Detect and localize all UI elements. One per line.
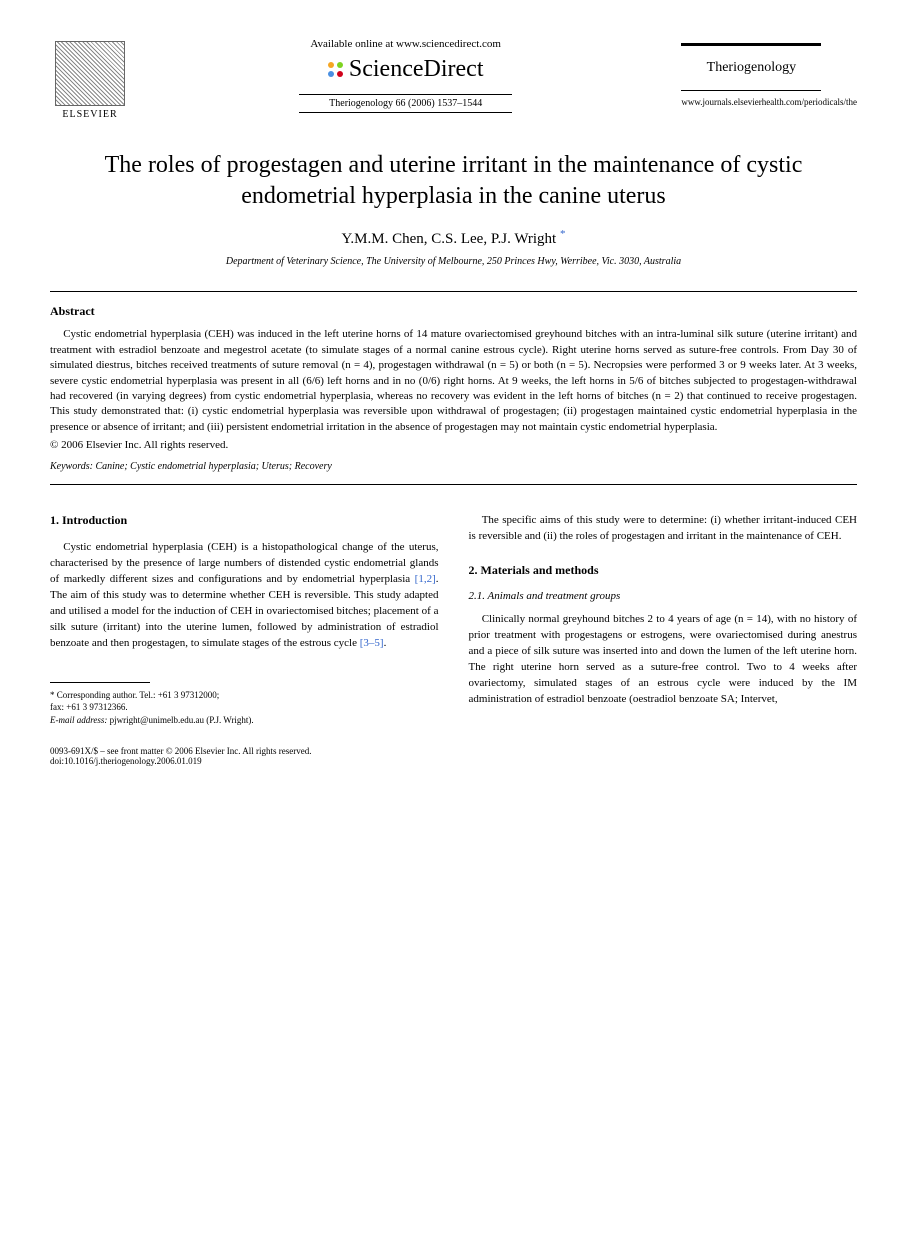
footer-doi: doi:10.1016/j.theriogenology.2006.01.019	[50, 756, 857, 766]
intro-paragraph-2: The specific aims of this study were to …	[469, 513, 858, 545]
two-column-body: 1. Introduction Cystic endometrial hyper…	[50, 513, 857, 726]
sciencedirect-logo: ScienceDirect	[130, 56, 681, 83]
keywords-line: Keywords: Canine; Cystic endometrial hyp…	[50, 461, 857, 472]
page-header: ELSEVIER Available online at www.science…	[50, 30, 857, 120]
footer-info: 0093-691X/$ – see front matter © 2006 El…	[50, 746, 857, 766]
footnote-divider	[50, 682, 150, 683]
ref-link-3-5[interactable]: [3–5]	[360, 637, 384, 649]
footer-issn: 0093-691X/$ – see front matter © 2006 El…	[50, 746, 857, 756]
intro-p1-text-c: .	[384, 637, 387, 649]
sd-dots-icon	[328, 62, 343, 77]
journal-reference: Theriogenology 66 (2006) 1537–1544	[299, 94, 512, 113]
authors-line: Y.M.M. Chen, C.S. Lee, P.J. Wright *	[50, 228, 857, 248]
right-column: The specific aims of this study were to …	[469, 513, 858, 726]
abstract-heading: Abstract	[50, 304, 857, 319]
elsevier-logo: ELSEVIER	[50, 30, 130, 120]
article-title: The roles of progestagen and uterine irr…	[70, 150, 837, 212]
footnote-email-label: E-mail address:	[50, 715, 107, 725]
footnote-email-line: E-mail address: pjwright@unimelb.edu.au …	[50, 714, 439, 727]
keywords-text: Canine; Cystic endometrial hyperplasia; …	[95, 461, 331, 472]
journal-name-box: Theriogenology	[681, 43, 821, 91]
footnote-email[interactable]: pjwright@unimelb.edu.au (P.J. Wright).	[110, 715, 254, 725]
affiliation: Department of Veterinary Science, The Un…	[50, 256, 857, 267]
divider-bottom	[50, 484, 857, 485]
keywords-label: Keywords:	[50, 461, 93, 472]
elsevier-tree-icon	[55, 41, 125, 106]
sciencedirect-text: ScienceDirect	[349, 56, 484, 83]
intro-p1-text-a: Cystic endometrial hyperplasia (CEH) is …	[50, 541, 439, 585]
footnote-corr: * Corresponding author. Tel.: +61 3 9731…	[50, 689, 439, 702]
abstract-text: Cystic endometrial hyperplasia (CEH) was…	[50, 327, 857, 435]
available-online-text: Available online at www.sciencedirect.co…	[130, 38, 681, 50]
abstract-copyright: © 2006 Elsevier Inc. All rights reserved…	[50, 439, 857, 451]
left-column: 1. Introduction Cystic endometrial hyper…	[50, 513, 439, 726]
footnote-block: * Corresponding author. Tel.: +61 3 9731…	[50, 689, 439, 727]
corresponding-mark[interactable]: *	[560, 228, 566, 240]
journal-box-wrapper: Theriogenology www.journals.elsevierheal…	[681, 43, 857, 107]
ref-link-1-2[interactable]: [1,2]	[415, 573, 436, 585]
divider-top	[50, 291, 857, 292]
authors-names: Y.M.M. Chen, C.S. Lee, P.J. Wright	[342, 231, 557, 247]
methods-subheading-1: 2.1. Animals and treatment groups	[469, 590, 858, 602]
center-header: Available online at www.sciencedirect.co…	[130, 38, 681, 113]
elsevier-label: ELSEVIER	[62, 109, 117, 120]
journal-url[interactable]: www.journals.elsevierhealth.com/periodic…	[681, 97, 857, 107]
methods-paragraph-1: Clinically normal greyhound bitches 2 to…	[469, 612, 858, 708]
intro-paragraph-1: Cystic endometrial hyperplasia (CEH) is …	[50, 540, 439, 652]
footnote-fax: fax: +61 3 97312366.	[50, 701, 439, 714]
introduction-heading: 1. Introduction	[50, 513, 439, 528]
methods-heading: 2. Materials and methods	[469, 563, 858, 578]
